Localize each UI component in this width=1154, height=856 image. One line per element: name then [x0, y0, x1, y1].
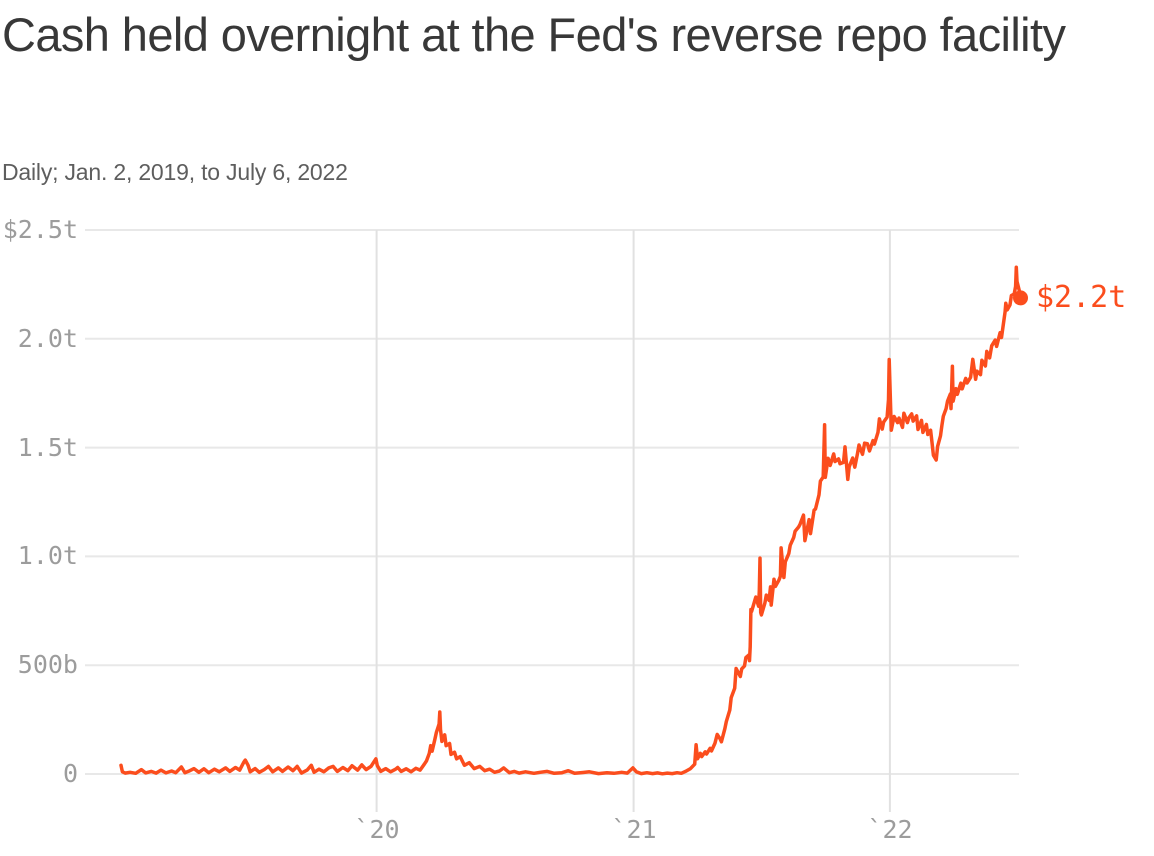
y-axis-tick-label: 1.0t	[17, 541, 78, 570]
y-axis-tick-label: 500b	[17, 650, 78, 679]
end-point-dot	[1013, 290, 1028, 306]
y-axis-tick-label: 1.5t	[17, 433, 78, 462]
y-axis-tick-label: 2.0t	[17, 324, 78, 353]
chart-subtitle: Daily; Jan. 2, 2019, to July 6, 2022	[2, 159, 348, 185]
end-value-label: $2.2t	[1036, 280, 1127, 315]
data-line	[119, 265, 1023, 776]
y-axis-tick-label: 0	[62, 759, 78, 788]
x-axis-tick-label: `20	[354, 815, 400, 844]
chart-title: Cash held overnight at the Fed's reverse…	[2, 8, 1066, 61]
x-axis-tick-label: `22	[867, 815, 913, 844]
x-axis-tick-label: `21	[611, 815, 657, 844]
y-axis-tick-label: $2.5t	[2, 215, 78, 244]
